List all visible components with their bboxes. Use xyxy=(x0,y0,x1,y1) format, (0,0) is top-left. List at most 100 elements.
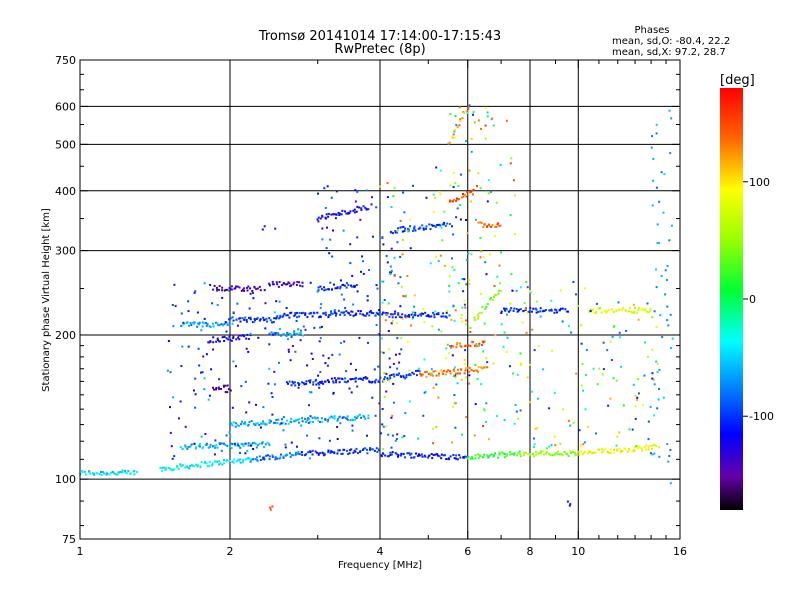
echo-point xyxy=(362,449,364,451)
echo-point xyxy=(595,432,597,435)
echo-point xyxy=(289,359,292,362)
echo-point xyxy=(557,450,560,453)
echo-point xyxy=(218,285,221,287)
echo-point xyxy=(241,461,244,464)
echo-point xyxy=(389,273,392,276)
echo-point xyxy=(273,422,275,425)
echo-point xyxy=(176,466,179,469)
echo-point xyxy=(353,285,356,288)
echo-point xyxy=(300,332,303,335)
echo-point xyxy=(228,318,231,321)
echo-point xyxy=(456,126,459,129)
echo-point xyxy=(663,173,666,176)
echo-point xyxy=(462,193,464,195)
echo-point xyxy=(284,446,287,449)
echo-point xyxy=(333,309,336,312)
echo-point xyxy=(317,452,320,455)
echo-point xyxy=(609,448,612,451)
echo-point xyxy=(358,336,361,339)
echo-point xyxy=(493,293,496,296)
echo-point xyxy=(375,311,378,314)
echo-point xyxy=(240,420,243,423)
echo-point xyxy=(239,317,242,320)
echo-point xyxy=(452,345,455,348)
echo-point xyxy=(551,349,554,352)
echo-point xyxy=(294,313,297,316)
echo-point xyxy=(398,352,401,355)
echo-point xyxy=(667,324,670,327)
echo-point xyxy=(612,311,615,314)
echo-point xyxy=(199,465,202,468)
echo-point xyxy=(418,370,421,373)
echo-point xyxy=(351,378,354,380)
echo-point xyxy=(401,436,404,439)
echo-point xyxy=(558,453,561,456)
echo-point xyxy=(658,368,661,371)
echo-point xyxy=(652,179,655,182)
echo-point xyxy=(233,442,236,445)
echo-point xyxy=(378,311,381,314)
echo-point xyxy=(432,193,435,196)
echo-point xyxy=(265,423,268,426)
echo-point xyxy=(278,457,281,460)
echo-point xyxy=(356,190,359,193)
echo-point xyxy=(256,316,259,319)
echo-point xyxy=(485,273,488,276)
echo-point xyxy=(380,455,383,458)
echo-point xyxy=(215,286,218,289)
echo-point xyxy=(225,337,228,340)
echo-point xyxy=(436,224,439,226)
echo-point xyxy=(465,259,468,262)
echo-point xyxy=(229,338,232,341)
echo-point xyxy=(238,286,241,289)
echo-point xyxy=(287,350,290,353)
echo-point xyxy=(361,379,364,381)
echo-point xyxy=(268,458,271,461)
echo-point xyxy=(567,310,569,313)
echo-point xyxy=(244,316,247,319)
echo-point xyxy=(294,312,297,314)
echo-point xyxy=(466,232,469,235)
echo-point xyxy=(194,406,197,409)
echo-point xyxy=(463,111,465,114)
echo-point xyxy=(472,193,474,196)
echo-point xyxy=(633,310,636,313)
echo-point xyxy=(467,344,470,347)
echo-point xyxy=(331,288,333,291)
echo-point xyxy=(397,227,400,230)
echo-point xyxy=(290,336,293,339)
echo-point xyxy=(510,157,513,160)
echo-point xyxy=(483,366,486,369)
echo-point xyxy=(418,313,421,316)
echo-point xyxy=(602,341,605,344)
echo-point xyxy=(264,443,267,446)
echo-point xyxy=(112,472,115,475)
echo-point xyxy=(649,310,651,313)
echo-point xyxy=(398,315,401,318)
echo-point xyxy=(591,452,594,455)
echo-point xyxy=(395,353,397,356)
echo-point xyxy=(352,419,354,422)
echo-point xyxy=(409,247,412,250)
echo-point xyxy=(455,346,458,349)
echo-point xyxy=(629,310,632,313)
echo-point xyxy=(256,422,259,425)
phases-o-mode: mean, sd,O: -80.4, 22.2 xyxy=(612,36,730,47)
echo-point xyxy=(260,426,262,429)
echo-point xyxy=(284,283,287,286)
echo-point xyxy=(448,141,451,144)
echo-point xyxy=(535,311,538,314)
echo-point xyxy=(655,268,657,271)
echo-point xyxy=(390,446,393,449)
echo-point xyxy=(479,236,482,239)
echo-point xyxy=(533,437,535,440)
echo-point xyxy=(468,169,471,172)
echo-point xyxy=(409,226,412,229)
echo-point xyxy=(321,451,324,454)
echo-point xyxy=(439,193,442,196)
echo-point xyxy=(277,285,280,288)
echo-point xyxy=(177,468,180,471)
echo-point xyxy=(480,250,483,253)
echo-point xyxy=(645,444,648,447)
echo-point xyxy=(402,376,405,379)
